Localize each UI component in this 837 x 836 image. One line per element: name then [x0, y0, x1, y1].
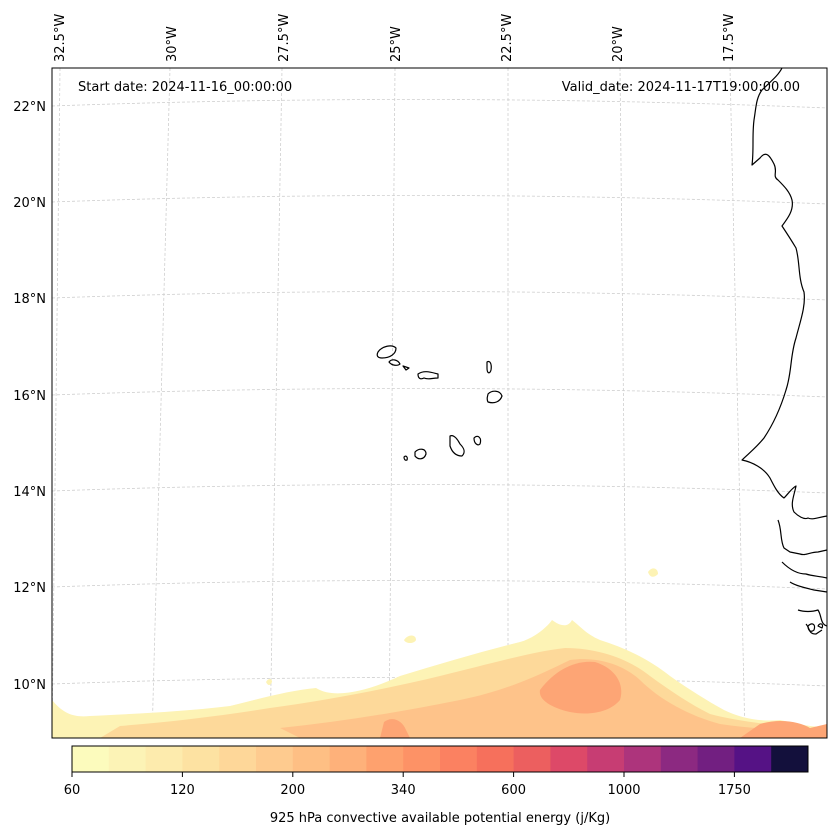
- colorbar-level-cell: [329, 746, 367, 772]
- colorbar: 60 120 200 340 600 1000 1750 925 hPa con…: [64, 745, 809, 826]
- colorbar-border: [71, 745, 809, 773]
- lon-label: 20°W: [611, 26, 626, 62]
- island-maio: [473, 435, 482, 446]
- lon-label: 32.5°W: [53, 14, 68, 62]
- longitude-labels: 32.5°W 30°W 27.5°W 25°W 22.5°W 20°W 17.5…: [53, 14, 737, 62]
- colorbar-level-cell: [145, 746, 183, 772]
- colorbar-level-cell: [219, 746, 257, 772]
- colorbar-level-cell: [182, 746, 220, 772]
- colorbar-tick-label: 1750: [718, 783, 751, 798]
- colorbar-tick-label: 340: [391, 783, 416, 798]
- island-brava: [403, 455, 408, 461]
- colorbar-level-cell: [403, 746, 441, 772]
- colorbar-level-cell: [476, 746, 515, 772]
- colorbar-level-cell: [440, 746, 478, 772]
- lat-label: 18°N: [13, 292, 46, 307]
- lon-label: 27.5°W: [277, 14, 292, 62]
- colorbar-level-cell: [256, 746, 294, 772]
- lat-label: 20°N: [13, 196, 46, 211]
- colorbar-tick-label: 200: [280, 783, 305, 798]
- valid-date-label: Valid_date: 2024-11-17T19:00:00.00: [562, 80, 800, 95]
- island-santa-luzia: [402, 365, 410, 371]
- cape-field: [52, 568, 827, 738]
- island-sao-nicolau: [417, 371, 439, 380]
- lat-label: 22°N: [13, 100, 46, 115]
- colorbar-cells: [72, 746, 809, 772]
- colorbar-tick-label: 60: [64, 783, 81, 798]
- island-fogo: [414, 448, 427, 460]
- colorbar-level-cell: [366, 746, 404, 772]
- africa-coastline: [741, 67, 828, 520]
- senegal-coast-detail: [777, 519, 828, 556]
- island-santiago: [449, 435, 465, 457]
- lon-label: 25°W: [389, 26, 404, 62]
- colorbar-level-cell: [697, 746, 735, 772]
- colorbar-level-cell: [734, 746, 772, 772]
- lat-label: 16°N: [13, 389, 46, 404]
- colorbar-title: 925 hPa convective available potential e…: [270, 811, 610, 826]
- colorbar-level-cell: [550, 746, 588, 772]
- map-frame: [52, 68, 827, 738]
- lon-label: 30°W: [165, 26, 180, 62]
- cape-blob-b: [648, 568, 658, 577]
- island-sal: [486, 360, 492, 374]
- cape-blob-c: [266, 679, 272, 685]
- lat-label: 10°N: [13, 678, 46, 693]
- colorbar-level-cell: [513, 746, 551, 772]
- colorbar-tick-label: 600: [501, 783, 526, 798]
- cape-region-high: [539, 661, 622, 714]
- colorbar-level-cell: [660, 746, 699, 772]
- island-sao-vicente: [388, 359, 401, 366]
- colorbar-level-cell: [587, 746, 625, 772]
- colorbar-tick-label: 120: [170, 783, 195, 798]
- coastlines: [376, 67, 828, 635]
- cape-blob-a: [404, 635, 416, 643]
- lon-label: 17.5°W: [722, 14, 737, 62]
- graticule: [51, 67, 828, 739]
- colorbar-ticks: [71, 772, 735, 777]
- lat-label: 14°N: [13, 485, 46, 500]
- colorbar-level-cell: [292, 746, 331, 772]
- lon-label: 22.5°W: [500, 14, 515, 62]
- start-date-label: Start date: 2024-11-16_00:00:00: [78, 80, 292, 95]
- colorbar-tick-label: 1000: [607, 783, 640, 798]
- plot-border: [51, 67, 828, 739]
- bijagos-islands: [807, 623, 824, 632]
- colorbar-level-cell: [108, 746, 147, 772]
- cape-region-high-south: [380, 719, 410, 738]
- colorbar-level-cell: [72, 746, 110, 772]
- latitude-labels: 22°N 20°N 18°N 16°N 14°N 12°N 10°N: [13, 100, 46, 693]
- island-boa-vista: [486, 390, 503, 404]
- island-santo-antao: [376, 345, 397, 359]
- colorbar-level-cell: [624, 746, 662, 772]
- cape-region-east: [740, 721, 827, 738]
- colorbar-level-cell: [771, 746, 809, 772]
- gambia-coast-detail: [781, 561, 828, 593]
- lat-label: 12°N: [13, 581, 46, 596]
